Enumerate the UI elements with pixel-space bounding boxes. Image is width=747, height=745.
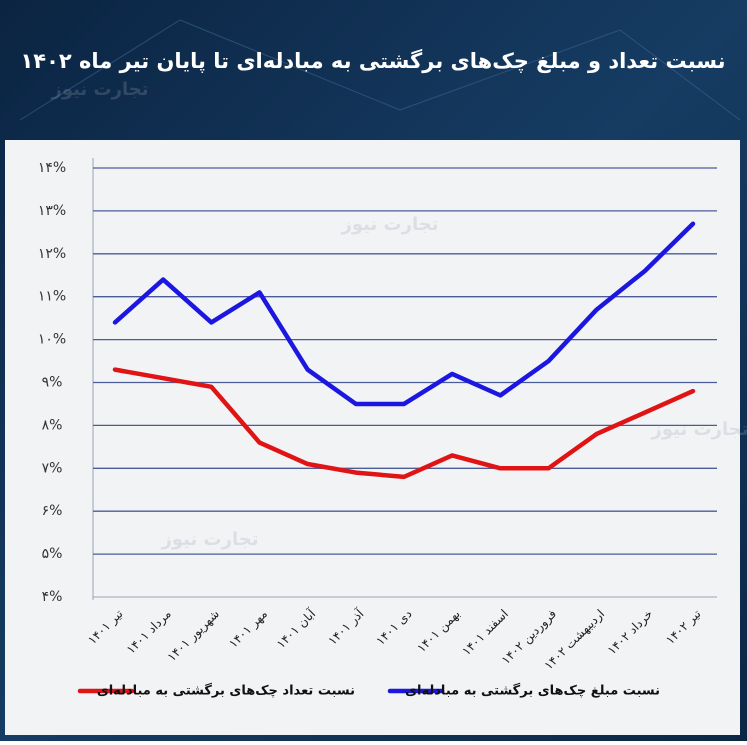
watermark: تجارت نیوز (161, 529, 259, 550)
plot-panel (5, 140, 740, 735)
y-tick-label: ۱۴% (38, 160, 66, 176)
watermark: تجارت نیوز (341, 214, 439, 235)
y-tick-label: ۸% (42, 417, 63, 433)
legend-label: نسبت مبلغ چک‌های برگشتی به مبادله‌ای (405, 683, 660, 699)
y-tick-label: ۵% (42, 546, 63, 562)
watermark: تجارت نیوز (651, 419, 747, 440)
y-tick-label: ۴% (42, 589, 63, 605)
series-line (112, 367, 696, 480)
watermark: تجارت نیوز (51, 79, 149, 100)
y-tick-label: ۷% (42, 460, 63, 476)
y-tick-label: ۱۳% (38, 203, 66, 219)
y-tick-label: ۱۰% (38, 332, 66, 348)
y-tick-label: ۱۱% (38, 289, 66, 305)
chart-title: نسبت تعداد و مبلغ چک‌های برگشتی به مبادل… (20, 48, 725, 73)
legend-label: نسبت تعداد چک‌های برگشتی به مبادله‌ای (97, 683, 355, 699)
y-tick-label: ۶% (42, 503, 63, 519)
network-pattern (19, 19, 741, 121)
y-tick-label: ۱۲% (38, 246, 66, 262)
y-tick-label: ۹% (42, 375, 63, 391)
series-line (112, 221, 696, 407)
